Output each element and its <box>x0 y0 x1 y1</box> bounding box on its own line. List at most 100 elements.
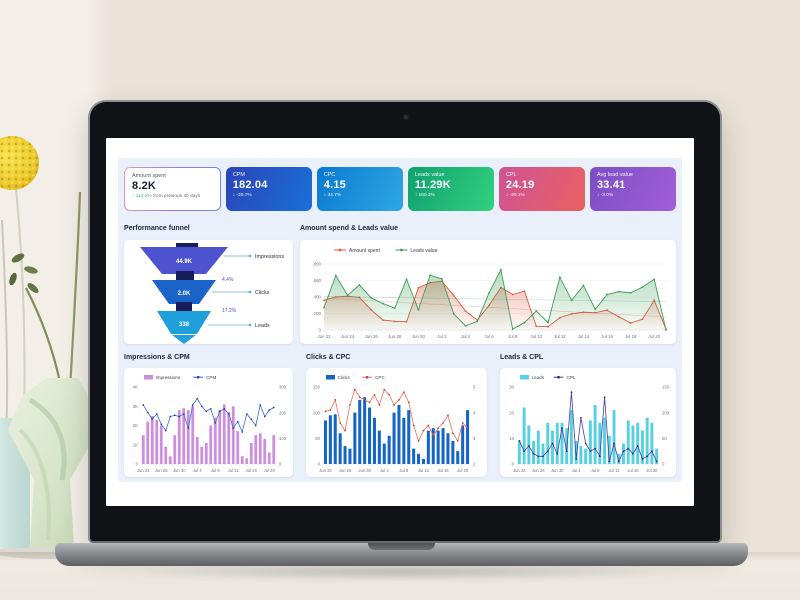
svg-text:Jul 16: Jul 16 <box>437 468 449 473</box>
line-CPC <box>325 388 468 442</box>
point <box>651 450 653 453</box>
point <box>665 329 667 331</box>
point <box>354 388 356 391</box>
point <box>613 442 615 445</box>
bar-Impressions <box>218 410 222 464</box>
point <box>422 429 425 432</box>
svg-text:2: 2 <box>473 462 476 467</box>
point <box>334 274 337 277</box>
point <box>511 293 514 296</box>
point <box>523 290 526 293</box>
bar-Clicks <box>431 428 435 464</box>
point <box>429 274 432 277</box>
bar-Clicks <box>446 433 450 464</box>
kpi-value: 4.15 <box>323 179 346 191</box>
clicks-cpc-chart[interactable]: 0 50 100 150 2 3 4 5 Jun 22 Jun 26 Jun 30 Jul 4 Jul … <box>306 368 487 477</box>
bar-Clicks <box>348 448 352 464</box>
svg-text:Jun 26: Jun 26 <box>532 468 545 473</box>
point <box>160 423 163 426</box>
kpi-card-cpl[interactable]: CPL 24.19 ↓ -20.1% <box>498 167 585 211</box>
bar-Leads <box>541 443 545 464</box>
svg-text:Jul 4: Jul 4 <box>572 468 582 473</box>
bar-Clicks <box>451 440 455 464</box>
svg-text:50: 50 <box>315 436 320 441</box>
point <box>570 299 573 302</box>
bar-Impressions <box>272 435 276 464</box>
amount-leads-chart-panel[interactable]: 0 200 400 600 800 Jun 22 Jun 24 Jun 26 Jun 28 Jun… <box>300 240 676 344</box>
svg-text:Jul 12: Jul 12 <box>418 468 430 473</box>
kpi-delta: ↓ 34.7% <box>323 192 342 198</box>
bar-Leads <box>536 430 540 464</box>
point <box>527 445 530 447</box>
point <box>452 313 455 315</box>
leads-cpl-chart[interactable]: 0 10 20 30 0 50 100 150 Jun 22 Jun 26 Jun 30 Jul 4 J… <box>500 368 676 477</box>
kpi-delta: ↓ -20.1% <box>505 192 525 198</box>
vase-and-flower-decor <box>0 136 110 559</box>
point <box>417 440 420 442</box>
point <box>349 404 351 406</box>
clicks-cpc-chart-panel[interactable]: 0 50 100 150 2 3 4 5 Jun 22 Jun 26 Jun 30 Jul 4 Jul … <box>306 368 487 477</box>
point <box>523 450 525 453</box>
bar-Clicks <box>397 404 401 464</box>
svg-text:200: 200 <box>314 311 322 316</box>
kpi-card-amount-spent[interactable]: Amount spent 8.2K ↑ 114.2% from previous… <box>124 167 221 211</box>
bar-Leads <box>598 422 602 464</box>
point <box>323 299 325 302</box>
point <box>622 450 625 453</box>
kpi-card-avg-lead-value[interactable]: Avg lead value 33.41 ↓ -3.0% <box>589 167 677 211</box>
svg-text:17.2%: 17.2% <box>222 308 237 314</box>
kpi-delta: ↑ 160.3% <box>414 192 435 198</box>
bar-Clicks <box>358 399 362 464</box>
point <box>407 401 410 404</box>
point <box>334 398 337 401</box>
point <box>324 410 327 413</box>
front-vase <box>8 378 98 546</box>
point <box>461 422 464 424</box>
amount-leads-chart[interactable]: 0 200 400 600 800 Jun 22 Jun 24 Jun 26 Jun 28 Jun… <box>300 240 676 344</box>
svg-text:Jul 20: Jul 20 <box>457 468 469 473</box>
point <box>214 422 217 424</box>
svg-text:0: 0 <box>319 328 322 333</box>
svg-text:Jul 8: Jul 8 <box>399 468 409 473</box>
bar-Leads <box>636 422 640 464</box>
svg-text:600: 600 <box>314 278 322 283</box>
svg-text:4K: 4K <box>133 385 138 390</box>
kpi-delta-note: from previous 30 days <box>153 193 201 199</box>
performance-funnel-panel[interactable]: 44.9K Impressions 4.4% 2.0K Clicks 17.2% 338 Le… <box>124 240 293 344</box>
svg-text:Jun 26: Jun 26 <box>339 468 352 473</box>
point <box>570 391 573 393</box>
svg-text:Jun 30: Jun 30 <box>412 334 426 339</box>
bar-Impressions <box>141 435 145 464</box>
bar-Clicks <box>412 448 416 464</box>
line-Leads value <box>323 268 667 331</box>
funnel-chart[interactable]: 44.9K Impressions 4.4% 2.0K Clicks 17.2% 338 Le… <box>124 240 293 344</box>
kpi-card-cpc[interactable]: CPC 4.15 ↓ 34.7% <box>316 167 403 211</box>
point <box>417 287 420 289</box>
leads-cpl-chart-panel[interactable]: 0 10 20 30 0 50 100 150 Jun 22 Jun 26 Jun 30 Jul 4 J… <box>500 368 676 477</box>
impressions-cpm-chart[interactable]: 0 1K 2K 3K 4K 0 100 200 300 Jun 22 Jun 26 Jun 30 Jul… <box>124 368 293 477</box>
point <box>241 431 244 433</box>
bar-Leads <box>569 410 573 464</box>
bar-Impressions <box>146 421 150 464</box>
impressions-cpm-chart-panel[interactable]: 0 1K 2K 3K 4K 0 100 200 300 Jun 22 Jun 26 Jun 30 Jul… <box>124 368 293 477</box>
svg-text:Jul 16: Jul 16 <box>601 334 613 339</box>
kpi-title: Amount spent <box>132 173 166 179</box>
point <box>441 277 443 280</box>
kpi-card-cpm[interactable]: CPM 182.04 ↓ -30.7% <box>225 167 312 211</box>
bar-Impressions <box>164 446 168 464</box>
svg-text:Jun 30: Jun 30 <box>358 468 371 473</box>
kpi-delta: ↓ -3.0% <box>596 192 614 198</box>
point <box>511 328 514 331</box>
point <box>653 278 656 281</box>
bar-Leads <box>626 420 630 464</box>
svg-text:Impressions: Impressions <box>156 375 181 380</box>
kpi-card-leads-value[interactable]: Leads value 11.29K ↑ 160.3% <box>407 167 494 211</box>
svg-text:5: 5 <box>473 385 476 390</box>
point <box>382 302 384 305</box>
point <box>209 407 212 410</box>
bar-Leads <box>584 448 588 464</box>
point <box>589 450 592 453</box>
bar-Impressions <box>213 417 217 464</box>
kpi-row: Amount spent 8.2K ↑ 114.2% from previous… <box>124 167 677 211</box>
point <box>464 324 467 327</box>
